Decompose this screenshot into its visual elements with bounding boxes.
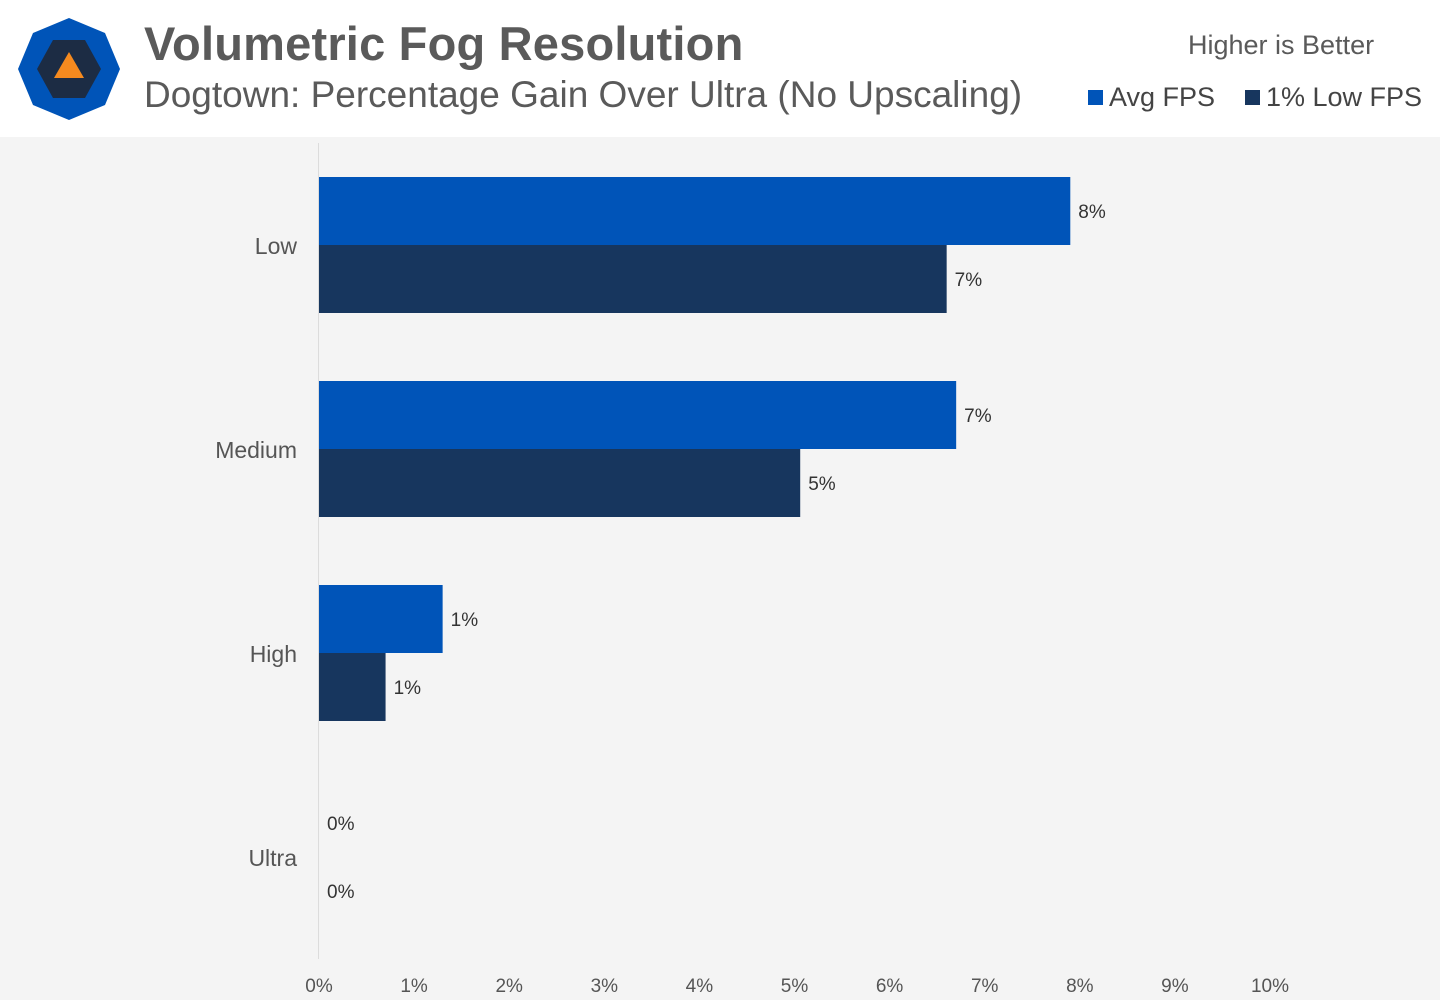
chart-header: Volumetric Fog Resolution Dogtown: Perce… xyxy=(0,0,1440,137)
data-label-avg-fps-ultra: 0% xyxy=(327,814,355,835)
category-label-low: Low xyxy=(255,233,298,259)
category-label-high: High xyxy=(250,641,297,667)
x-tick-label-7: 7% xyxy=(971,976,999,997)
bar-avg-fps-high xyxy=(319,585,443,653)
x-tick-label-1: 1% xyxy=(400,976,428,997)
category-label-medium: Medium xyxy=(215,437,297,463)
x-tick-label-8: 8% xyxy=(1066,976,1094,997)
data-label-1-low-fps-low: 7% xyxy=(955,270,983,291)
data-label-1-low-fps-medium: 5% xyxy=(808,474,836,495)
data-label-avg-fps-high: 1% xyxy=(451,610,479,631)
hardware-unboxed-logo-icon xyxy=(18,18,120,120)
data-label-1-low-fps-ultra: 0% xyxy=(327,882,355,903)
legend-item-avg-fps: Avg FPS xyxy=(1088,82,1215,113)
legend-item-1-low-fps: 1% Low FPS xyxy=(1245,82,1422,113)
x-tick-label-9: 9% xyxy=(1161,976,1189,997)
chart-subtitle: Dogtown: Percentage Gain Over Ultra (No … xyxy=(144,74,1023,115)
bar-avg-fps-low xyxy=(319,177,1071,245)
bar-avg-fps-medium xyxy=(319,381,957,449)
data-label-avg-fps-low: 8% xyxy=(1078,202,1106,223)
bar-1-low-fps-low xyxy=(319,245,947,313)
data-label-1-low-fps-high: 1% xyxy=(394,678,422,699)
higher-is-better-note: Higher is Better xyxy=(1188,30,1375,60)
x-tick-label-0: 0% xyxy=(305,976,333,997)
x-tick-label-2: 2% xyxy=(495,976,523,997)
legend-swatch-avg-fps xyxy=(1088,90,1103,105)
legend-swatch-1-low-fps xyxy=(1245,90,1260,105)
legend-label-1-low-fps: 1% Low FPS xyxy=(1266,82,1423,112)
data-label-avg-fps-medium: 7% xyxy=(964,406,992,427)
legend-label-avg-fps: Avg FPS xyxy=(1109,82,1216,112)
bar-chart: Low 8% 7% Medium 7% 5% High 1% 1% Ultra 0% 0% 0% 1% 2%… xyxy=(215,143,1289,997)
x-tick-label-3: 3% xyxy=(591,976,619,997)
chart-title: Volumetric Fog Resolution xyxy=(144,17,744,70)
x-tick-label-6: 6% xyxy=(876,976,904,997)
bar-1-low-fps-high xyxy=(319,653,386,721)
bar-1-low-fps-medium xyxy=(319,449,801,517)
x-tick-label-5: 5% xyxy=(781,976,809,997)
category-label-ultra: Ultra xyxy=(248,845,297,871)
x-tick-label-10: 10% xyxy=(1251,976,1289,997)
x-tick-label-4: 4% xyxy=(686,976,714,997)
